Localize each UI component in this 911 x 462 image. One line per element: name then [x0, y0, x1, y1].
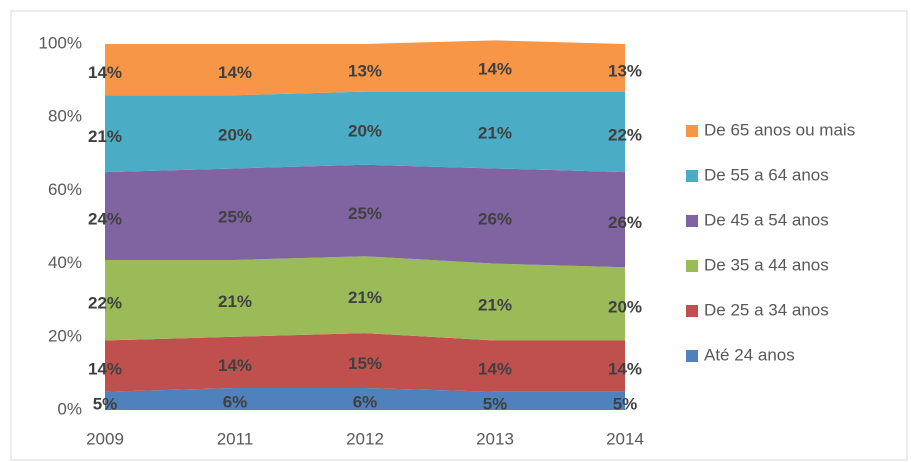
legend-swatch [686, 350, 698, 362]
x-tick-label: 2011 [217, 429, 254, 448]
data-label: 22% [88, 294, 122, 313]
data-label: 20% [608, 297, 642, 316]
y-tick-label: 20% [48, 326, 82, 345]
data-label: 21% [478, 123, 512, 142]
legend-label: De 45 a 54 anos [704, 210, 829, 229]
data-label: 22% [608, 125, 642, 144]
data-label: 15% [348, 354, 382, 373]
data-label: 14% [218, 63, 252, 82]
area [105, 256, 625, 341]
data-label: 5% [613, 394, 638, 413]
legend-swatch [686, 170, 698, 182]
legend-swatch [686, 125, 698, 137]
legend-swatch [686, 260, 698, 272]
area [105, 40, 625, 96]
x-tick-label: 2012 [346, 429, 384, 448]
x-tick-label: 2009 [86, 429, 124, 448]
y-tick-label: 0% [57, 399, 82, 418]
data-label: 21% [478, 296, 512, 315]
area [105, 91, 625, 173]
legend-label: De 25 a 34 anos [704, 300, 829, 319]
data-label: 14% [88, 63, 122, 82]
data-label: 14% [218, 356, 252, 375]
data-label: 20% [348, 122, 382, 141]
data-label: 21% [88, 127, 122, 146]
legend-label: Até 24 anos [704, 345, 795, 364]
x-tick-label: 2013 [476, 429, 514, 448]
data-label: 26% [608, 213, 642, 232]
data-label: 21% [348, 288, 382, 307]
y-tick-label: 60% [48, 180, 82, 199]
data-label: 21% [218, 292, 252, 311]
x-tick-label: 2014 [606, 429, 644, 448]
legend-label: De 65 anos ou mais [704, 120, 855, 139]
data-label: 24% [88, 210, 122, 229]
data-label: 14% [478, 360, 512, 379]
data-label: 13% [608, 61, 642, 80]
y-tick-label: 40% [48, 253, 82, 272]
chart-border [10, 10, 908, 461]
legend-swatch [686, 305, 698, 317]
area [105, 333, 625, 392]
data-label: 26% [478, 210, 512, 229]
data-label: 13% [348, 61, 382, 80]
data-label: 6% [223, 393, 248, 412]
legend-label: De 55 a 64 anos [704, 165, 829, 184]
area [105, 388, 625, 410]
legend-label: De 35 a 44 anos [704, 255, 829, 274]
area [105, 164, 625, 268]
data-label: 14% [608, 360, 642, 379]
data-label: 25% [348, 204, 382, 223]
data-label: 14% [88, 360, 122, 379]
y-tick-label: 80% [48, 107, 82, 126]
data-label: 5% [93, 394, 118, 413]
data-label: 14% [478, 59, 512, 78]
y-tick-label: 100% [39, 33, 82, 52]
legend-swatch [686, 215, 698, 227]
data-label: 5% [483, 394, 508, 413]
data-label: 6% [353, 393, 378, 412]
data-label: 20% [218, 125, 252, 144]
data-label: 25% [218, 208, 252, 227]
